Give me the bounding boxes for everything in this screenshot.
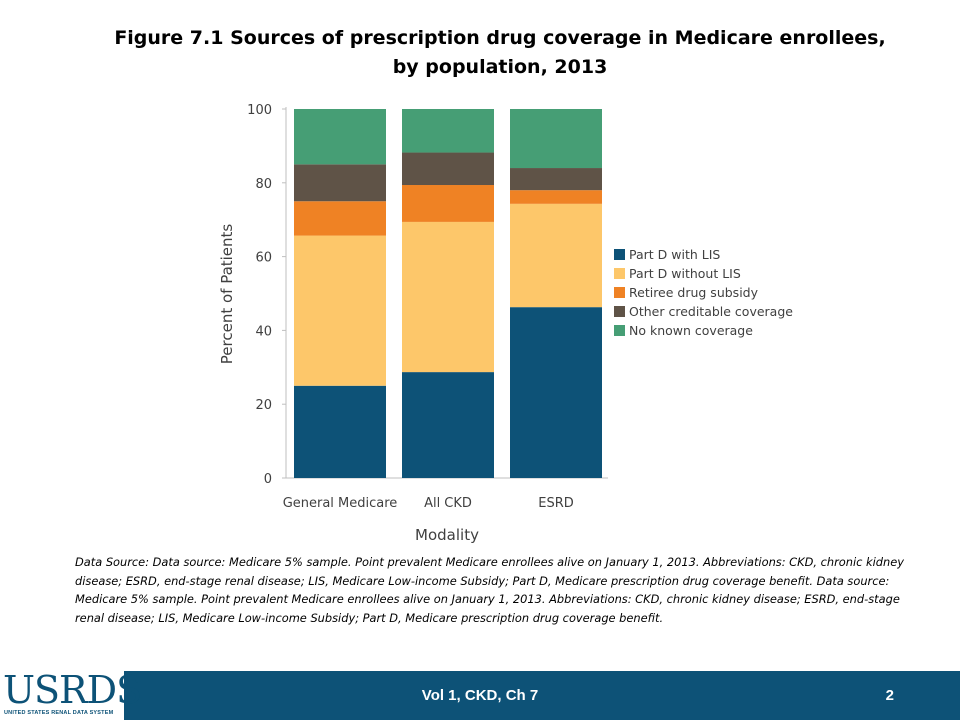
y-axis-label: Percent of Patients <box>218 224 236 365</box>
legend-label: Part D without LIS <box>629 266 741 281</box>
usrds-logo: USRDS UNITED STATES RENAL DATA SYSTEM <box>0 668 142 720</box>
x-tick-label: General Medicare <box>283 496 398 511</box>
legend-swatch <box>614 325 625 336</box>
bar-segment <box>294 109 386 165</box>
bar-segment <box>402 185 494 222</box>
x-tick-label: ESRD <box>538 496 574 511</box>
bar-segment <box>402 372 494 478</box>
y-tick-label: 80 <box>255 177 272 192</box>
bar-segment <box>510 307 602 478</box>
x-axis-label: Modality <box>415 526 479 544</box>
y-tick-label: 0 <box>264 472 272 487</box>
logo-wordmark: USRDS <box>3 668 142 712</box>
bar-segment <box>510 109 602 169</box>
bar-segment <box>294 235 386 386</box>
x-tick-label: All CKD <box>424 496 472 511</box>
y-tick-label: 100 <box>247 103 272 118</box>
stacked-bar-chart: 0 20 40 60 80 100 General Medicare All CKD ESRD M… <box>218 103 793 544</box>
legend-swatch <box>614 287 625 298</box>
footer-bar: Vol 1, CKD, Ch 7 2 <box>0 671 960 720</box>
legend-label: Part D with LIS <box>629 247 720 262</box>
legend-label: Other creditable coverage <box>629 304 793 319</box>
legend-swatch <box>614 268 625 279</box>
legend-label: Retiree drug subsidy <box>629 285 759 300</box>
legend-label: No known coverage <box>629 323 753 338</box>
logo-subtitle: UNITED STATES RENAL DATA SYSTEM <box>4 710 114 716</box>
y-tick-label: 60 <box>255 251 272 266</box>
footer-label: Vol 1, CKD, Ch 7 <box>421 687 539 704</box>
bar-segment <box>294 164 386 202</box>
bar-segment <box>510 168 602 191</box>
bar-segment <box>294 385 386 478</box>
data-source-note: Data Source: Data source: Medicare 5% sa… <box>75 555 904 626</box>
bar-segment <box>402 152 494 186</box>
bar-segment <box>402 109 494 153</box>
y-tick-label: 20 <box>255 398 272 413</box>
page-number: 2 <box>885 687 894 704</box>
chart-title: Figure 7.1 Sources of prescription drug … <box>100 24 900 82</box>
legend-swatch <box>614 249 625 260</box>
bar-segment <box>294 201 386 236</box>
bar-segment <box>510 203 602 308</box>
chart-title-line-2: by population, 2013 <box>392 56 608 78</box>
bar-segment <box>402 221 494 373</box>
bar-segment <box>510 190 602 204</box>
y-tick-label: 40 <box>255 324 272 339</box>
legend-swatch <box>614 306 625 317</box>
chart-title-line-1: Figure 7.1 Sources of prescription drug … <box>114 27 886 49</box>
